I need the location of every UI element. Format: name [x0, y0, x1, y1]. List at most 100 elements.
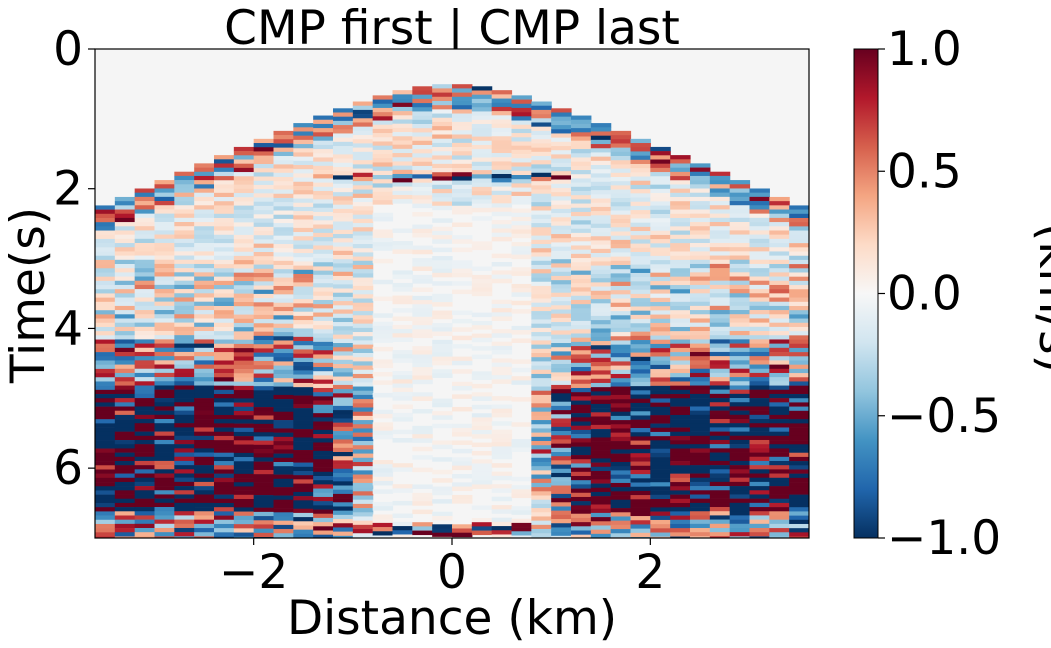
heatmap-cell	[452, 268, 473, 274]
heatmap-cell	[432, 176, 453, 181]
heatmap-cell	[352, 524, 374, 530]
heatmap-cell	[293, 194, 314, 199]
heatmap-cell	[590, 483, 612, 489]
heatmap-cell	[214, 209, 235, 215]
heatmap-cell	[174, 418, 195, 424]
heatmap-cell	[372, 409, 394, 415]
heatmap-cell	[194, 507, 215, 512]
heatmap-cell	[511, 447, 532, 452]
heatmap-cell	[630, 335, 651, 341]
heatmap-cell	[95, 213, 116, 219]
heatmap-cell	[491, 274, 513, 280]
heatmap-cell	[471, 325, 493, 330]
heatmap-cell	[333, 493, 354, 499]
heatmap-cell	[273, 319, 294, 324]
heatmap-cell	[551, 489, 572, 495]
heatmap-cell	[95, 473, 116, 479]
heatmap-cell	[571, 346, 592, 351]
heatmap-cell	[690, 175, 711, 181]
heatmap-cell	[95, 280, 116, 286]
heatmap-cell	[531, 495, 552, 500]
heatmap-cell	[95, 289, 116, 294]
heatmap-cell	[333, 137, 354, 143]
heatmap-cell	[531, 327, 552, 333]
heatmap-cell	[293, 395, 314, 401]
heatmap-cell	[690, 247, 711, 252]
heatmap-cell	[333, 502, 354, 507]
heatmap-cell	[154, 456, 175, 462]
heatmap-cell	[432, 511, 453, 517]
heatmap-cell	[293, 445, 314, 451]
heatmap-cell	[650, 234, 671, 240]
heatmap-cell	[590, 445, 612, 451]
heatmap-cell	[491, 421, 513, 426]
heatmap-cell	[432, 184, 453, 190]
heatmap-cell	[491, 454, 513, 460]
heatmap-cell	[174, 519, 195, 525]
heatmap-cell	[749, 280, 770, 286]
heatmap-cell	[670, 352, 691, 357]
heatmap-cell	[650, 461, 671, 466]
heatmap-cell	[412, 429, 433, 435]
heatmap-cell	[313, 123, 334, 129]
heatmap-cell	[789, 314, 809, 319]
heatmap-cell	[352, 390, 374, 396]
heatmap-cell	[551, 498, 572, 503]
heatmap-cell	[789, 507, 809, 512]
heatmap-cell	[194, 331, 215, 336]
heatmap-cell	[293, 441, 314, 447]
heatmap-cell	[709, 280, 731, 286]
heatmap-cell	[551, 317, 572, 323]
heatmap-cell	[769, 532, 790, 537]
heatmap-cell	[273, 516, 294, 521]
heatmap-cell	[293, 500, 314, 505]
heatmap-cell	[432, 247, 453, 253]
heatmap-cell	[412, 94, 433, 100]
heatmap-cell	[749, 343, 770, 349]
heatmap-cell	[352, 508, 374, 513]
heatmap-cell	[372, 514, 394, 519]
heatmap-cell	[789, 360, 809, 365]
heatmap-cell	[273, 495, 294, 501]
heatmap-cell	[749, 263, 770, 269]
heatmap-cell	[749, 222, 770, 227]
heatmap-cell	[709, 435, 731, 441]
heatmap-cell	[392, 429, 413, 435]
heatmap-cell	[134, 196, 156, 202]
heatmap-cell	[95, 293, 116, 298]
heatmap-cell	[273, 302, 294, 308]
heatmap-cell	[134, 498, 156, 504]
heatmap-cell	[174, 330, 195, 336]
heatmap-cell	[194, 301, 215, 307]
heatmap-cell	[630, 168, 651, 173]
heatmap-cell	[352, 197, 374, 203]
heatmap-cell	[214, 452, 235, 458]
heatmap-cell	[531, 223, 552, 228]
heatmap-cell	[650, 343, 671, 349]
heatmap-cell	[134, 368, 156, 374]
heatmap-cell	[114, 289, 136, 294]
heatmap-cell	[352, 361, 374, 366]
heatmap-cell	[650, 352, 671, 357]
heatmap-cell	[392, 295, 413, 301]
heatmap-cell	[154, 184, 175, 189]
heatmap-cell	[273, 453, 294, 459]
heatmap-cell	[134, 372, 156, 378]
heatmap-cell	[491, 509, 513, 514]
heatmap-cell	[134, 360, 156, 365]
heatmap-cell	[174, 356, 195, 361]
heatmap-cell	[630, 264, 651, 270]
heatmap-cell	[214, 339, 235, 345]
heatmap-cell	[630, 449, 651, 454]
heatmap-cell	[432, 398, 453, 404]
heatmap-cell	[551, 292, 572, 298]
heatmap-cell	[134, 289, 156, 294]
heatmap-cell	[789, 310, 809, 315]
heatmap-cell	[729, 347, 751, 353]
heatmap-cell	[471, 98, 493, 104]
heatmap-cell	[729, 238, 751, 244]
heatmap-cell	[313, 400, 334, 406]
heatmap-cell	[749, 502, 770, 508]
heatmap-cell	[630, 184, 651, 190]
heatmap-cell	[590, 517, 612, 522]
